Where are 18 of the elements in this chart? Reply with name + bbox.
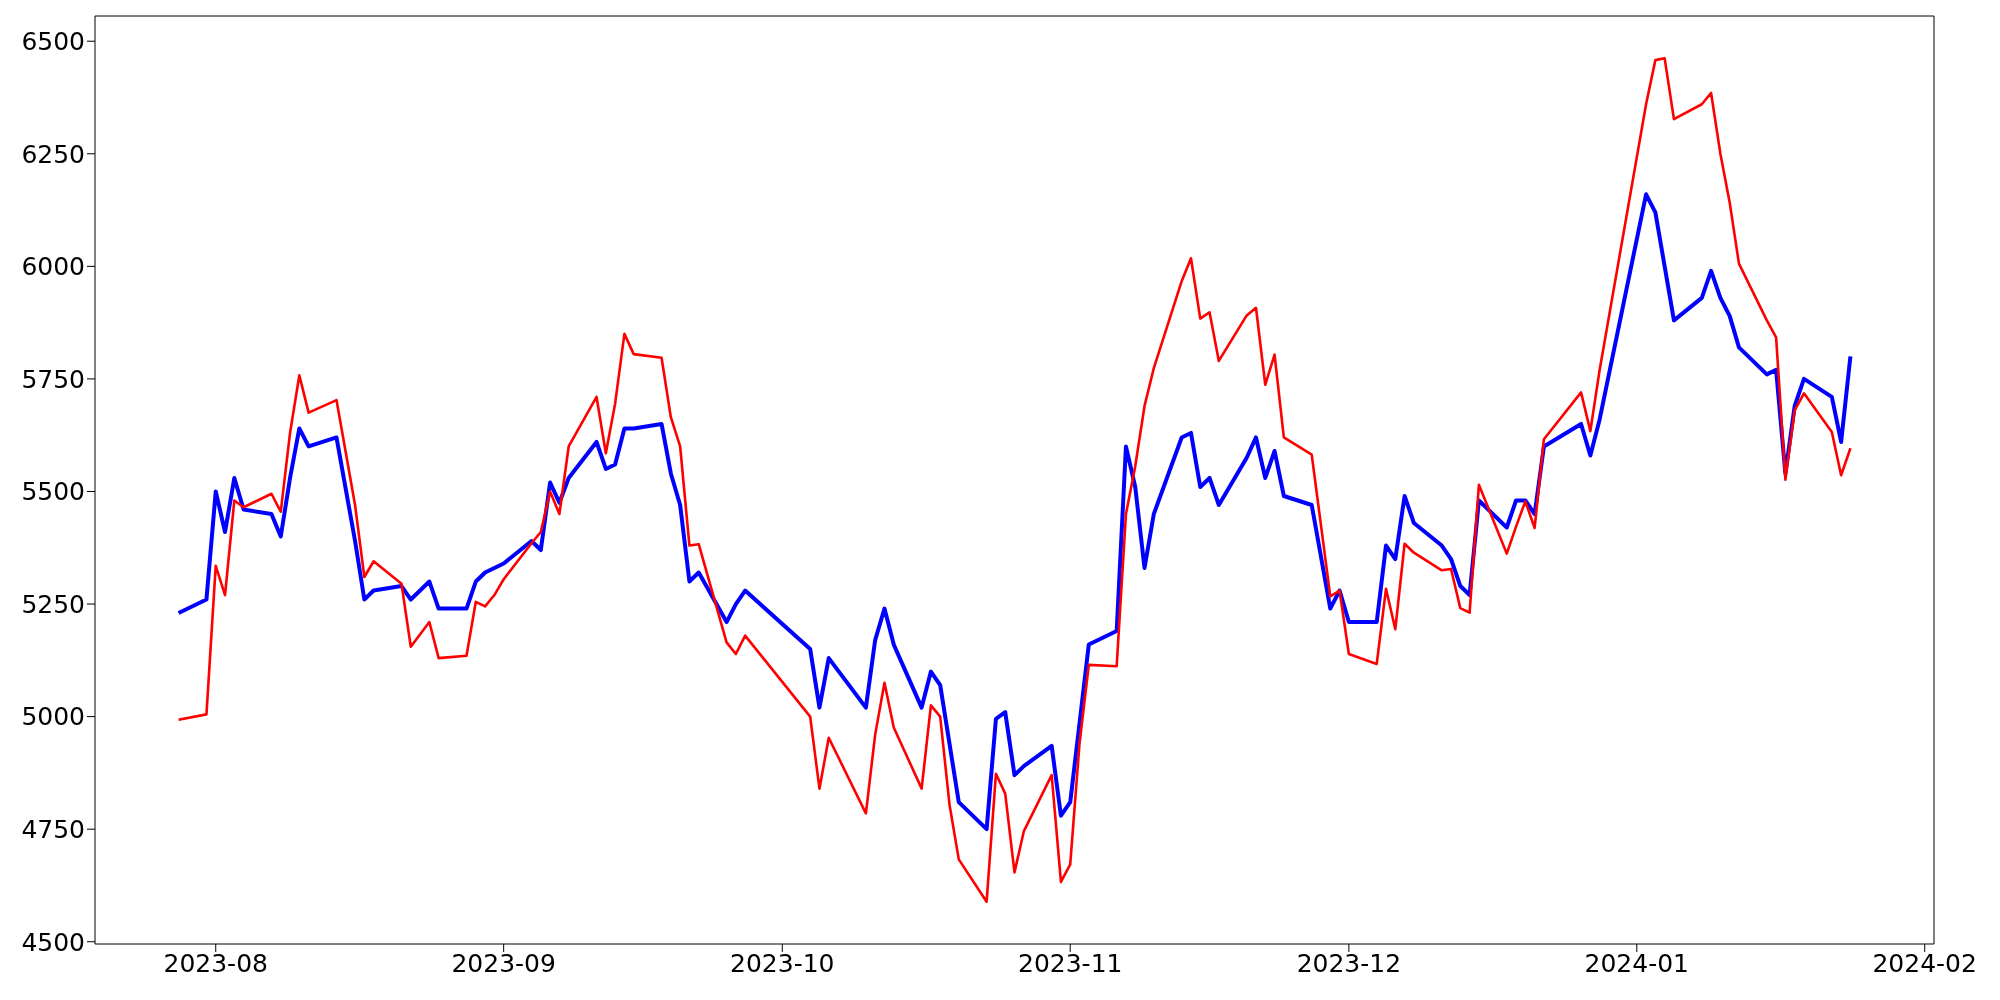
- y-tick-label: 6000: [21, 252, 85, 282]
- x-tick-label: 2023-08: [163, 948, 268, 978]
- x-tick-label: 2023-11: [1017, 948, 1123, 978]
- y-tick-label: 6500: [21, 27, 85, 57]
- line-series: [176, 192, 1853, 832]
- x-tick-label: 2023-09: [451, 948, 556, 978]
- x-tick-label: 2023-10: [730, 948, 835, 978]
- y-tick-label: 4500: [21, 927, 85, 957]
- x-tick-label: 2024-02: [1872, 948, 1977, 978]
- y-tick-label: 6250: [21, 139, 85, 169]
- x-tick-label: 2023-12: [1296, 948, 1402, 978]
- y-tick-label: 5500: [21, 477, 85, 507]
- y-tick-label: 4750: [21, 815, 85, 845]
- x-tick-label: 2024-01: [1584, 948, 1690, 978]
- y-tick-label: 5250: [21, 589, 85, 619]
- line-series: [177, 57, 1852, 903]
- y-tick-label: 5000: [21, 702, 85, 732]
- y-tick-label: 5750: [21, 364, 85, 394]
